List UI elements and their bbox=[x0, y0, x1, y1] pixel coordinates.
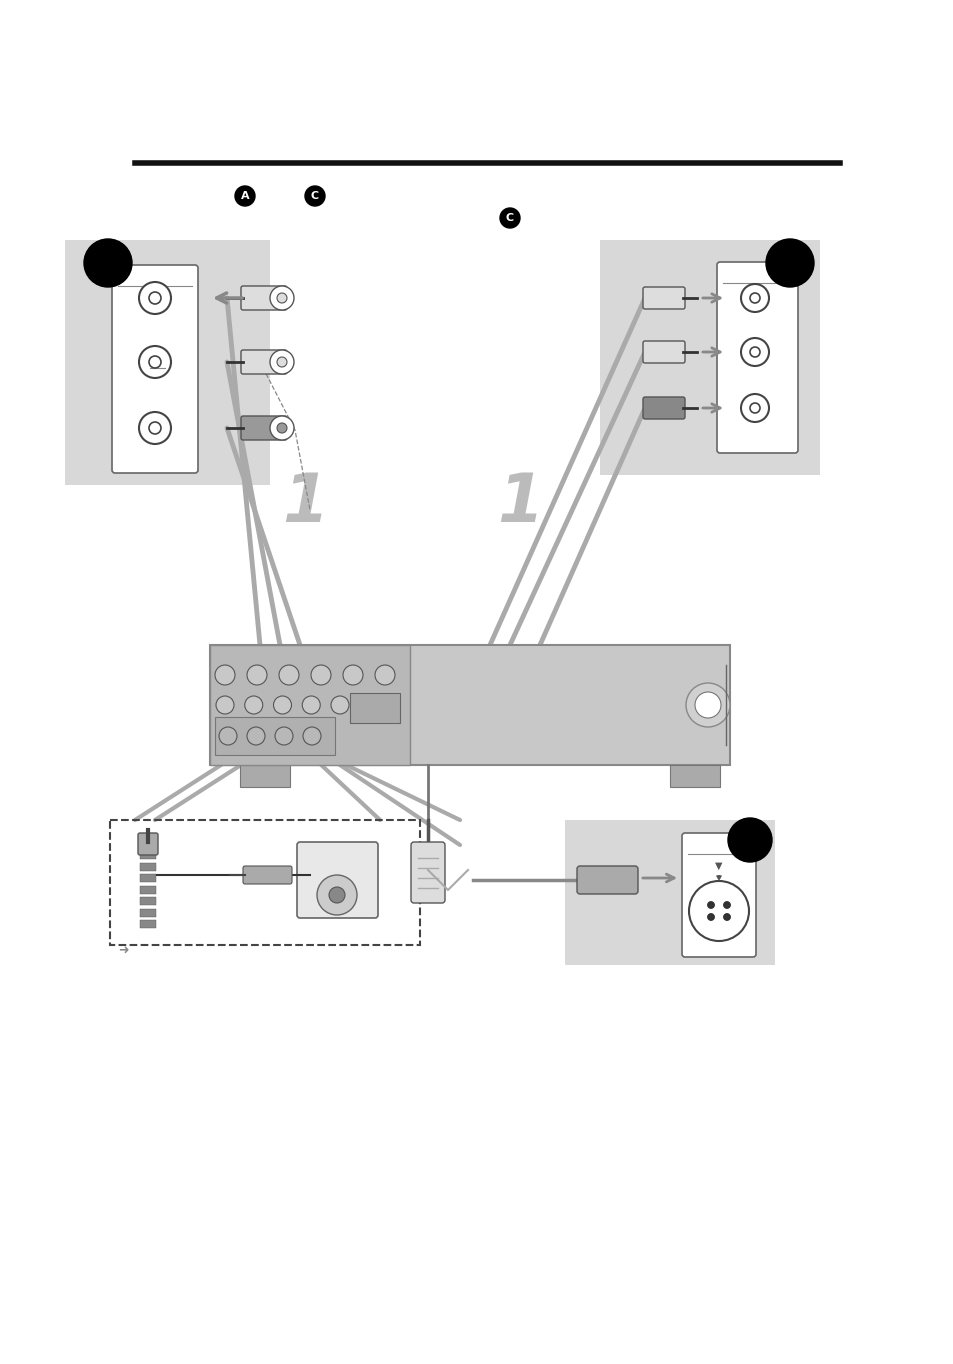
FancyBboxPatch shape bbox=[243, 866, 292, 884]
Bar bbox=[110, 820, 419, 945]
Circle shape bbox=[302, 696, 320, 713]
Circle shape bbox=[749, 402, 760, 413]
Circle shape bbox=[214, 666, 234, 685]
FancyBboxPatch shape bbox=[642, 286, 684, 310]
Circle shape bbox=[247, 727, 265, 745]
Bar bbox=[140, 898, 156, 906]
FancyBboxPatch shape bbox=[296, 842, 377, 918]
Circle shape bbox=[149, 421, 161, 434]
Bar bbox=[564, 820, 774, 964]
Circle shape bbox=[139, 346, 171, 378]
Circle shape bbox=[139, 282, 171, 314]
Circle shape bbox=[707, 902, 714, 908]
Circle shape bbox=[278, 666, 298, 685]
FancyBboxPatch shape bbox=[681, 833, 755, 958]
Bar bbox=[214, 717, 335, 756]
Circle shape bbox=[245, 696, 262, 713]
Circle shape bbox=[331, 696, 349, 713]
Text: C: C bbox=[311, 191, 318, 201]
Circle shape bbox=[727, 818, 771, 862]
FancyBboxPatch shape bbox=[241, 416, 287, 441]
Circle shape bbox=[149, 356, 161, 368]
Bar bbox=[140, 863, 156, 870]
Circle shape bbox=[274, 696, 292, 713]
Circle shape bbox=[685, 683, 729, 727]
Circle shape bbox=[270, 286, 294, 310]
Circle shape bbox=[695, 692, 720, 717]
Bar bbox=[140, 885, 156, 893]
Circle shape bbox=[765, 239, 813, 286]
Circle shape bbox=[276, 293, 287, 303]
Text: C: C bbox=[505, 213, 514, 222]
Bar bbox=[140, 919, 156, 928]
Circle shape bbox=[276, 423, 287, 432]
Circle shape bbox=[234, 186, 254, 206]
Circle shape bbox=[303, 727, 320, 745]
Circle shape bbox=[270, 416, 294, 441]
FancyBboxPatch shape bbox=[241, 286, 287, 310]
Circle shape bbox=[740, 284, 768, 312]
Circle shape bbox=[749, 346, 760, 357]
Circle shape bbox=[375, 666, 395, 685]
Text: 1: 1 bbox=[281, 471, 328, 536]
Circle shape bbox=[722, 902, 730, 908]
Bar bbox=[140, 840, 156, 848]
Bar bbox=[240, 765, 290, 787]
FancyBboxPatch shape bbox=[241, 351, 287, 374]
Circle shape bbox=[707, 914, 714, 921]
Circle shape bbox=[749, 293, 760, 303]
Circle shape bbox=[215, 696, 233, 713]
Text: 1: 1 bbox=[497, 471, 542, 536]
Bar bbox=[599, 240, 820, 475]
Bar bbox=[140, 908, 156, 917]
Bar bbox=[210, 645, 410, 765]
Circle shape bbox=[329, 887, 345, 903]
Circle shape bbox=[499, 207, 519, 228]
FancyBboxPatch shape bbox=[717, 262, 797, 453]
Circle shape bbox=[316, 874, 356, 915]
Bar bbox=[140, 851, 156, 859]
Circle shape bbox=[84, 239, 132, 286]
Circle shape bbox=[305, 186, 325, 206]
FancyBboxPatch shape bbox=[112, 265, 198, 473]
Circle shape bbox=[740, 394, 768, 421]
Circle shape bbox=[149, 292, 161, 304]
Circle shape bbox=[139, 412, 171, 445]
Bar bbox=[210, 645, 729, 765]
FancyBboxPatch shape bbox=[642, 341, 684, 363]
Bar bbox=[65, 240, 270, 486]
Text: A: A bbox=[240, 191, 249, 201]
FancyBboxPatch shape bbox=[138, 833, 158, 855]
FancyBboxPatch shape bbox=[411, 842, 444, 903]
Circle shape bbox=[722, 914, 730, 921]
Circle shape bbox=[274, 727, 293, 745]
Circle shape bbox=[688, 881, 748, 941]
FancyBboxPatch shape bbox=[642, 397, 684, 419]
Circle shape bbox=[247, 666, 267, 685]
Wedge shape bbox=[716, 874, 721, 881]
Circle shape bbox=[740, 338, 768, 366]
Text: ▼: ▼ bbox=[715, 861, 722, 872]
Circle shape bbox=[343, 666, 363, 685]
Bar bbox=[140, 874, 156, 883]
Circle shape bbox=[311, 666, 331, 685]
Circle shape bbox=[270, 351, 294, 374]
Circle shape bbox=[276, 357, 287, 367]
Bar bbox=[350, 693, 399, 723]
Circle shape bbox=[219, 727, 236, 745]
Bar bbox=[669, 765, 720, 787]
Text: ➜: ➜ bbox=[118, 944, 129, 956]
FancyBboxPatch shape bbox=[577, 866, 638, 893]
